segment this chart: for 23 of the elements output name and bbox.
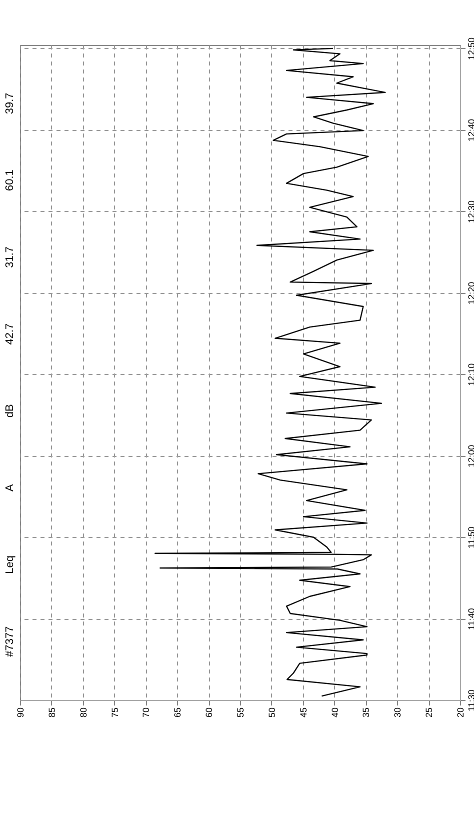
- text: 42.7: [4, 323, 16, 345]
- x-tick-label: 40: [330, 708, 340, 718]
- text: 31.7: [4, 246, 16, 268]
- x-tick-label: 25: [424, 708, 434, 718]
- text: 39.7: [4, 92, 16, 114]
- text: Leq: [4, 556, 16, 574]
- x-tick-label: 55: [236, 708, 246, 718]
- text: #7377: [4, 626, 16, 657]
- text: A: [4, 483, 16, 492]
- x-tick-label: 30: [392, 708, 403, 718]
- x-tick-label: 75: [110, 708, 120, 718]
- x-tick-label: 70: [141, 708, 152, 718]
- x-tick-label: 85: [46, 708, 57, 718]
- x-tick-label: 45: [298, 708, 308, 718]
- text: dB: [4, 404, 16, 418]
- x-tick-label: 20: [456, 708, 466, 718]
- text: 60.1: [4, 170, 16, 192]
- x-tick-label: 90: [16, 708, 26, 718]
- x-tick-label: 60: [204, 708, 214, 718]
- x-tick-label: 65: [172, 708, 183, 718]
- x-tick-label: 35: [361, 708, 372, 718]
- x-tick-label: 80: [78, 708, 88, 718]
- x-tick-label: 50: [266, 708, 277, 718]
